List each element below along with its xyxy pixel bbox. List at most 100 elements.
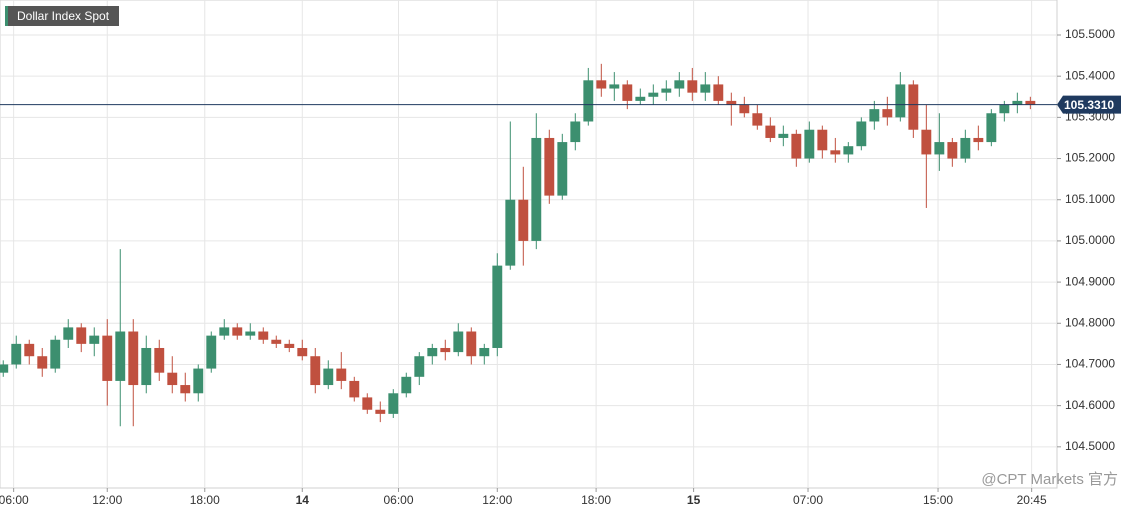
x-tick-label: 20:45 [1017,493,1047,507]
candle-body [726,100,737,106]
candle-body [323,368,334,386]
candle-body [700,84,711,93]
candle-body [440,347,451,353]
candle-body [674,80,685,89]
candle-body [609,84,620,89]
candle-body [557,142,568,196]
x-tick-label: 15:00 [923,493,953,507]
candle-body [362,397,373,410]
y-tick-label: 105.2000 [1065,151,1115,165]
grid [0,0,1057,488]
last-price-label: 105.3310 [1064,98,1114,112]
candles [0,63,1036,427]
candle-body [24,343,35,357]
candle-body [180,385,191,394]
candle-body [258,331,269,340]
x-tick-label: 18:00 [190,493,220,507]
candle-body [375,409,386,414]
candle-body [466,331,477,357]
candle-body [388,393,399,414]
candle-body [843,146,854,155]
candle-body [206,335,217,369]
watermark: @CPT Markets 官方 [981,471,1118,488]
candle-body [778,133,789,138]
candle-body [986,113,997,143]
candle-body [752,113,763,126]
candle-body [193,368,204,394]
candle-body [960,137,971,159]
candle-body [76,327,87,344]
candle-body [505,199,516,266]
candle-body [1012,100,1023,106]
y-tick-label: 104.9000 [1065,274,1115,288]
candle-body [219,327,230,336]
candle-body [869,109,880,122]
title-accent [5,6,8,26]
x-tick-label: 07:00 [793,493,823,507]
candle-body [414,356,425,377]
x-tick-label: 18:00 [581,493,611,507]
candle-body [908,84,919,130]
candle-body [622,84,633,101]
candle-body [635,96,646,101]
y-tick-label: 104.5000 [1065,439,1115,453]
candle-body [427,347,438,357]
candle-body [830,150,841,155]
candle-body [492,265,503,348]
candle-body [817,129,828,151]
candle-body [479,347,490,357]
plot-area [0,0,1058,489]
y-tick-label: 105.1000 [1065,192,1115,206]
x-tick-label: 06:00 [0,493,29,507]
y-tick-label: 105.4000 [1065,68,1115,82]
candle-body [115,331,126,381]
candle-body [583,80,594,122]
candle-body [349,380,360,398]
candle-body [999,105,1010,114]
candle-body [544,137,555,196]
candle-body [596,80,607,89]
candle-body [856,121,867,147]
candle-body [232,327,243,336]
candle-body [973,137,984,143]
y-tick-label: 104.8000 [1065,315,1115,329]
candle-body [128,331,139,386]
y-tick-label: 104.6000 [1065,398,1115,412]
candle-body [648,92,659,97]
x-tick-label: 12:00 [92,493,122,507]
candle-body [11,343,22,365]
last-price-badge [1057,95,1121,114]
y-tick-label: 105.5000 [1065,27,1115,41]
candle-body [765,125,776,138]
candle-body [0,364,9,373]
x-tick-label: 06:00 [383,493,413,507]
candle-body [63,327,74,340]
candle-body [713,84,724,101]
candle-body [882,109,893,118]
candle-body [804,129,815,159]
candle-body [453,331,464,353]
candle-body [297,347,308,357]
candle-body [154,347,165,373]
candle-body [739,105,750,114]
candle-body [50,339,61,369]
candle-body [141,347,152,386]
candle-body [284,343,295,348]
candle-body [687,80,698,93]
candle-body [336,368,347,381]
x-tick-label: 15 [687,493,701,507]
candle-body [1025,100,1036,105]
candle-body [934,142,945,155]
candle-body [570,121,581,143]
candle-body [921,129,932,155]
candle-body [791,133,802,159]
candle-body [102,335,113,381]
y-tick-label: 105.0000 [1065,233,1115,247]
candle-body [89,335,100,344]
title-box [5,6,119,26]
y-tick-label: 104.7000 [1065,357,1115,371]
candle-body [531,137,542,241]
candle-body [661,88,672,93]
chart-title: Dollar Index Spot [17,9,110,23]
